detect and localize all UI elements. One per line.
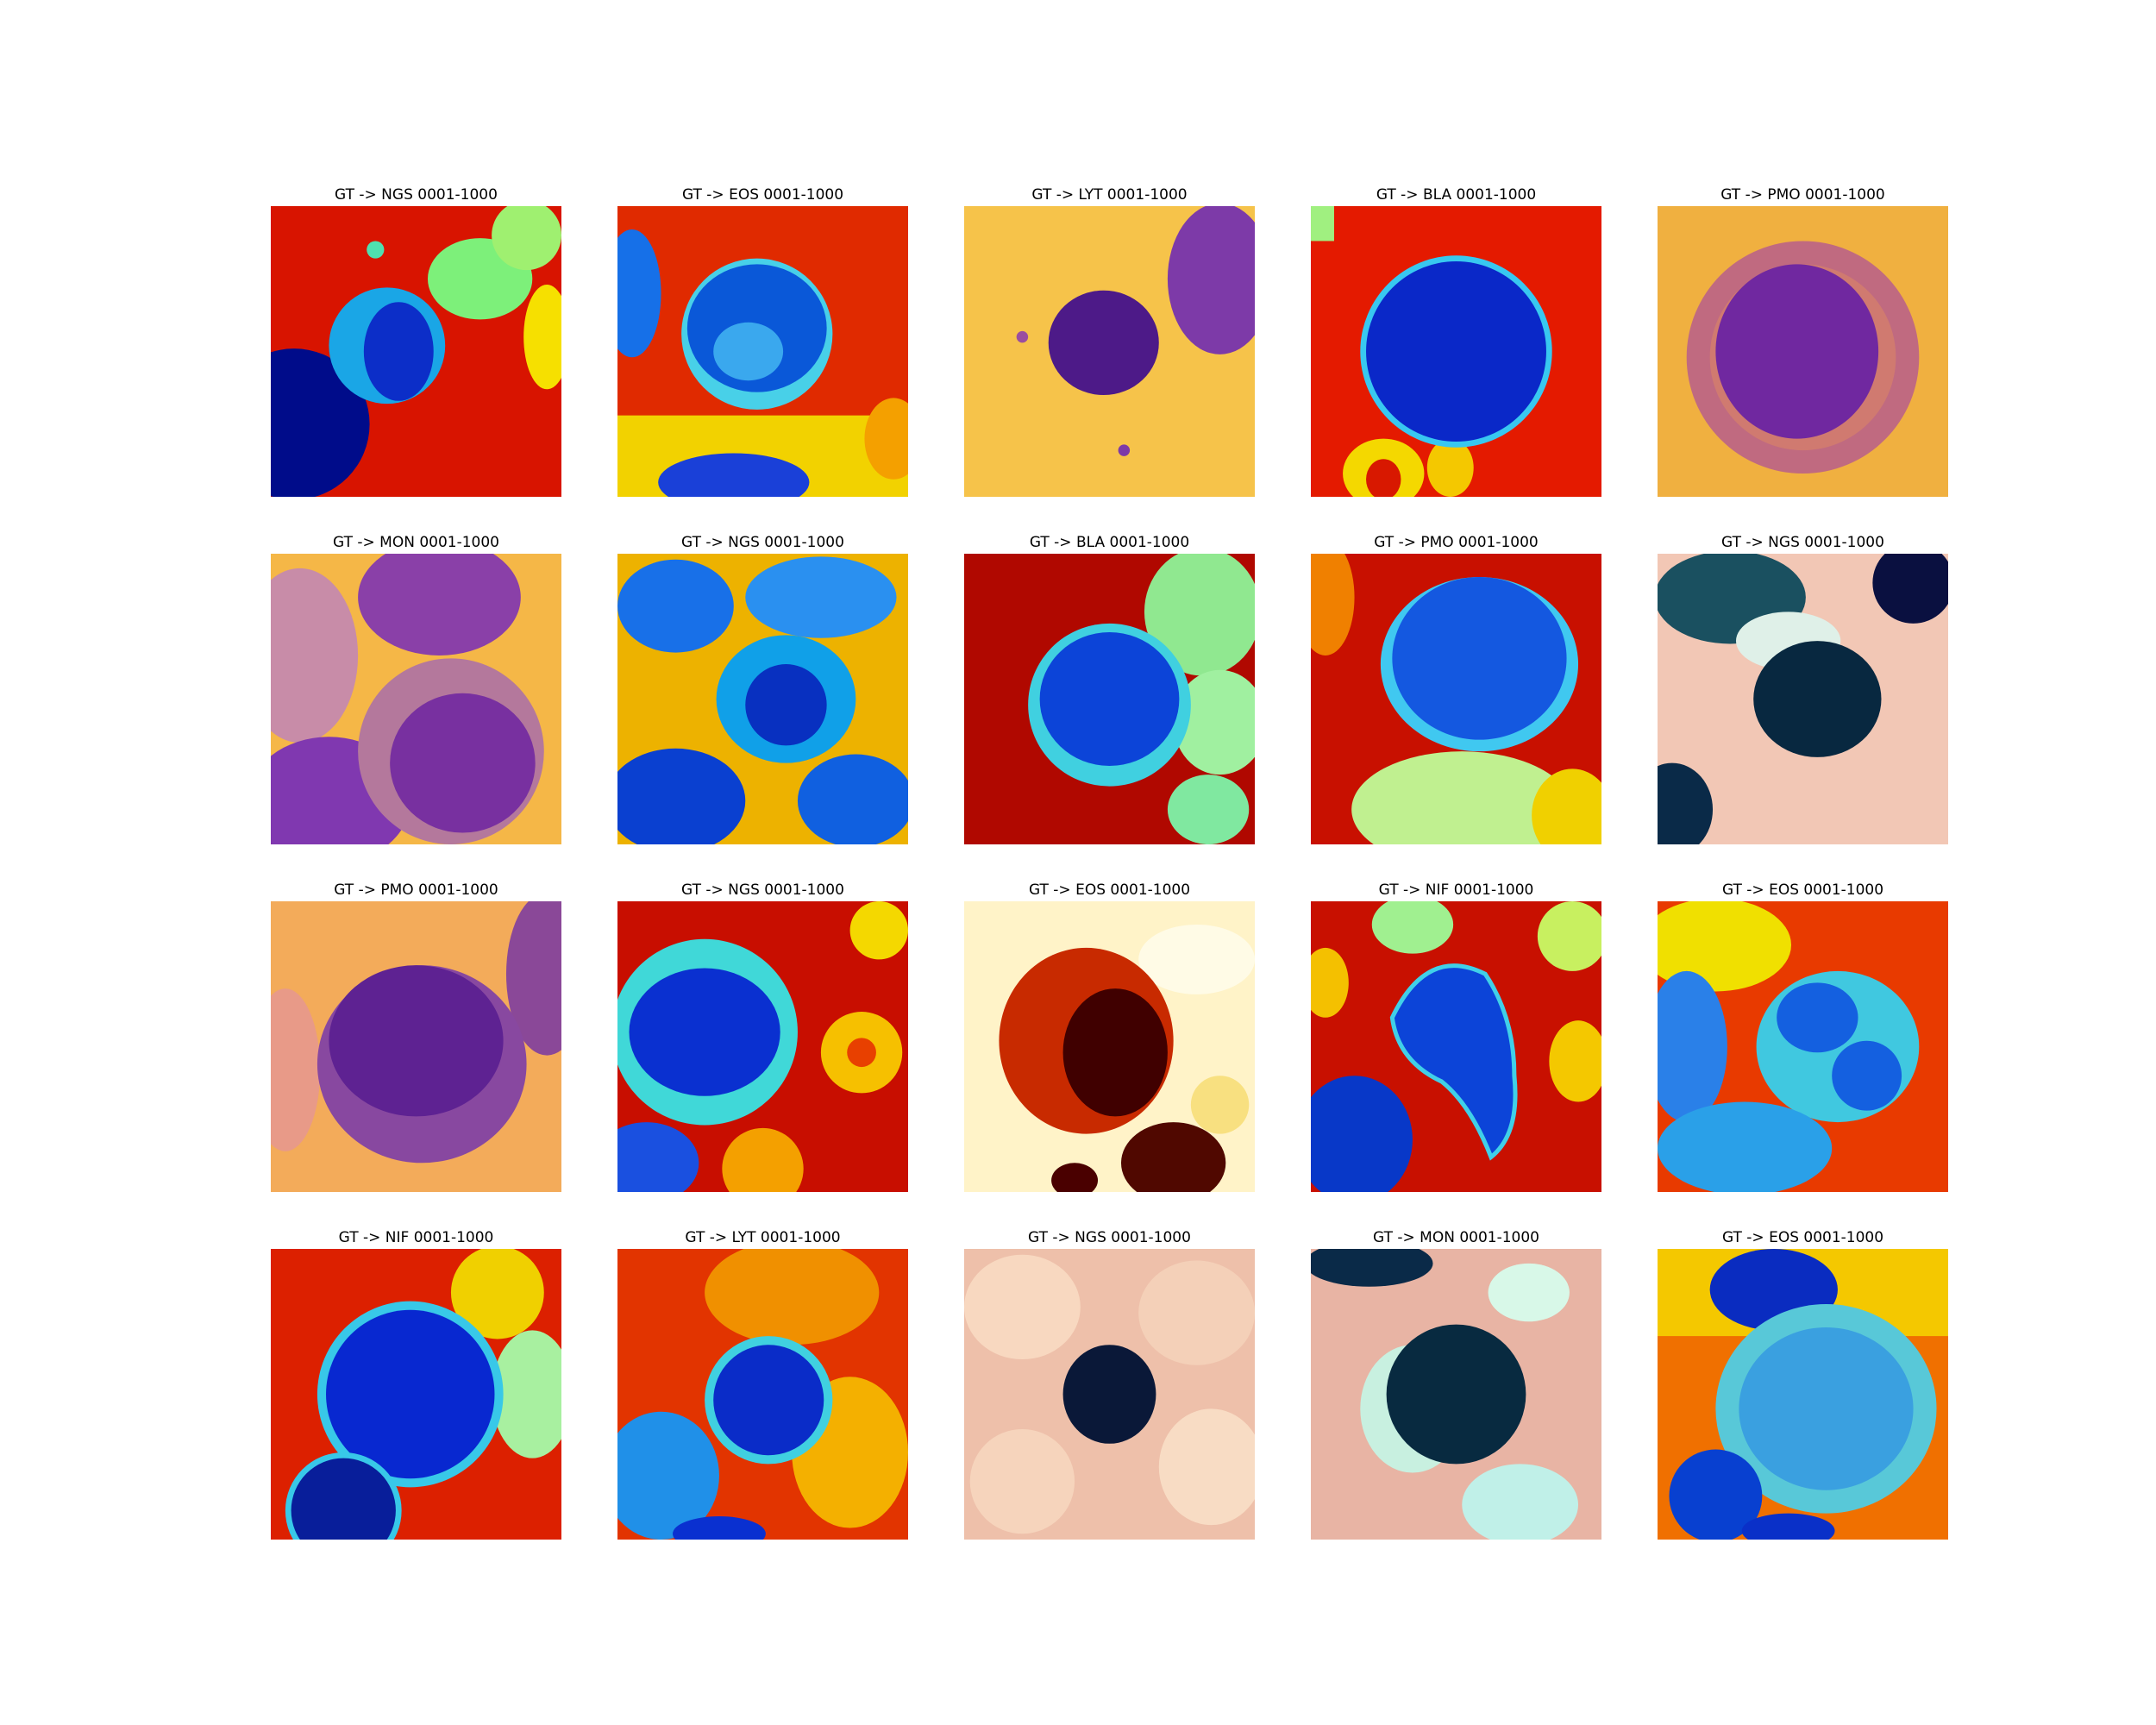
subplot-title: GT -> EOS 0001-1000 [617, 185, 908, 205]
cell-heatmap [271, 1249, 561, 1540]
cell-image [1311, 1249, 1601, 1540]
subplot-title: GT -> MON 0001-1000 [1311, 1227, 1601, 1248]
cell-image [1311, 554, 1601, 844]
subplot-title: GT -> LYT 0001-1000 [964, 185, 1255, 205]
cell-heatmap [964, 554, 1255, 844]
subplot-title: GT -> NIF 0001-1000 [1311, 880, 1601, 900]
cell-image [617, 1249, 908, 1540]
cell-heatmap [1658, 1249, 1948, 1540]
cell-image [1658, 554, 1948, 844]
cell-image [964, 901, 1255, 1192]
subplot-title: GT -> NGS 0001-1000 [617, 532, 908, 553]
cell-heatmap [1311, 206, 1601, 497]
cell-image [271, 206, 561, 497]
subplot-title: GT -> BLA 0001-1000 [1311, 185, 1601, 205]
cell-heatmap [1658, 901, 1948, 1192]
subplot-title: GT -> NGS 0001-1000 [617, 880, 908, 900]
cell-image [964, 1249, 1255, 1540]
cell-heatmap [1311, 901, 1601, 1192]
cell-heatmap [271, 554, 561, 844]
cell-heatmap [617, 206, 908, 497]
subplot-title: GT -> NGS 0001-1000 [1658, 532, 1948, 553]
cell-heatmap [964, 1249, 1255, 1540]
subplot-title: GT -> PMO 0001-1000 [1311, 532, 1601, 553]
cell-heatmap [271, 901, 561, 1192]
subplot-title: GT -> LYT 0001-1000 [617, 1227, 908, 1248]
cell-image [1311, 901, 1601, 1192]
subplot-title: GT -> EOS 0001-1000 [964, 880, 1255, 900]
cell-image [1658, 1249, 1948, 1540]
subplot-title: GT -> EOS 0001-1000 [1658, 880, 1948, 900]
cell-image [1658, 206, 1948, 497]
cell-image [1658, 901, 1948, 1192]
cell-image [617, 206, 908, 497]
subplot-title: GT -> PMO 0001-1000 [271, 880, 561, 900]
cell-image [271, 554, 561, 844]
subplot-title: GT -> MON 0001-1000 [271, 532, 561, 553]
subplot-title: GT -> NGS 0001-1000 [964, 1227, 1255, 1248]
cell-heatmap [617, 554, 908, 844]
cell-image [1311, 206, 1601, 497]
subplot-title: GT -> NIF 0001-1000 [271, 1227, 561, 1248]
cell-heatmap [1311, 554, 1601, 844]
cell-image [271, 1249, 561, 1540]
subplot-title: GT -> NGS 0001-1000 [271, 185, 561, 205]
cell-image [617, 901, 908, 1192]
cell-image [964, 554, 1255, 844]
cell-heatmap [964, 206, 1255, 497]
cell-image [964, 206, 1255, 497]
cell-heatmap [964, 901, 1255, 1192]
cell-image [617, 554, 908, 844]
cell-image [271, 901, 561, 1192]
cell-heatmap [617, 1249, 908, 1540]
cell-heatmap [1658, 554, 1948, 844]
cell-heatmap [1658, 206, 1948, 497]
cell-heatmap [271, 206, 561, 497]
cell-heatmap [1311, 1249, 1601, 1540]
subplot-title: GT -> EOS 0001-1000 [1658, 1227, 1948, 1248]
subplot-title: GT -> BLA 0001-1000 [964, 532, 1255, 553]
cell-heatmap [617, 901, 908, 1192]
subplot-title: GT -> PMO 0001-1000 [1658, 185, 1948, 205]
